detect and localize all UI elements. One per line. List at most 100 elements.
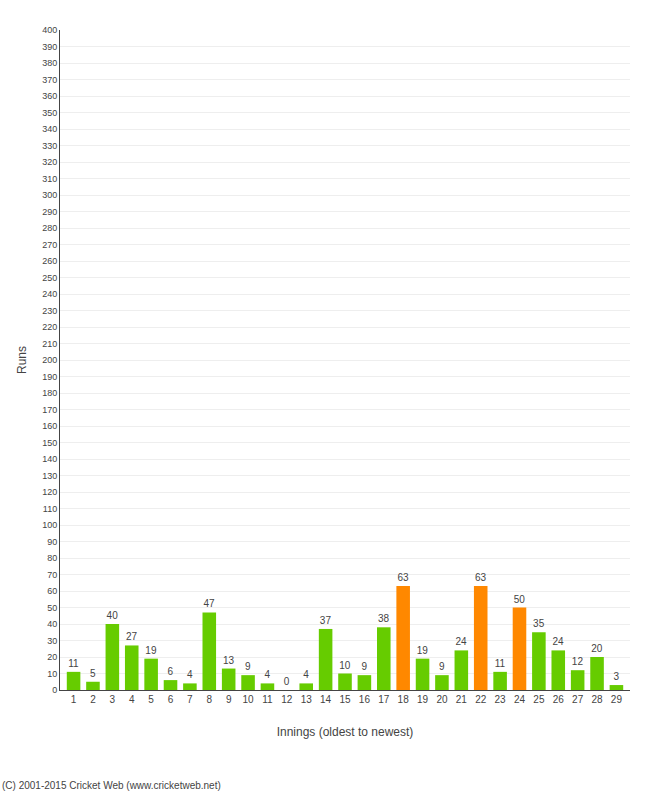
svg-text:130: 130 — [42, 471, 57, 481]
svg-text:0: 0 — [52, 685, 57, 695]
svg-text:27: 27 — [126, 631, 138, 642]
svg-text:3: 3 — [613, 671, 619, 682]
svg-text:(C) 2001-2015 Cricket Web (www: (C) 2001-2015 Cricket Web (www.cricketwe… — [2, 780, 221, 791]
svg-text:15: 15 — [339, 694, 351, 705]
svg-text:170: 170 — [42, 405, 57, 415]
svg-text:350: 350 — [42, 108, 57, 118]
svg-text:270: 270 — [42, 240, 57, 250]
svg-text:190: 190 — [42, 372, 57, 382]
svg-text:21: 21 — [456, 694, 468, 705]
svg-text:390: 390 — [42, 42, 57, 52]
svg-text:110: 110 — [43, 504, 57, 514]
svg-text:11: 11 — [495, 658, 506, 669]
svg-text:60: 60 — [47, 586, 57, 596]
svg-text:320: 320 — [42, 157, 57, 167]
svg-text:50: 50 — [47, 603, 57, 613]
svg-text:40: 40 — [107, 610, 119, 621]
svg-text:200: 200 — [42, 355, 57, 365]
svg-text:150: 150 — [42, 438, 57, 448]
svg-text:12: 12 — [572, 656, 584, 667]
svg-text:240: 240 — [42, 289, 57, 299]
svg-text:340: 340 — [42, 124, 57, 134]
svg-text:70: 70 — [47, 570, 57, 580]
svg-text:22: 22 — [475, 694, 487, 705]
svg-text:18: 18 — [398, 694, 410, 705]
svg-text:13: 13 — [301, 694, 313, 705]
svg-text:28: 28 — [591, 694, 603, 705]
svg-text:27: 27 — [572, 694, 584, 705]
svg-text:180: 180 — [42, 388, 57, 398]
svg-text:16: 16 — [359, 694, 371, 705]
svg-text:40: 40 — [47, 619, 57, 629]
svg-text:380: 380 — [42, 58, 57, 68]
svg-text:24: 24 — [456, 636, 468, 647]
svg-text:63: 63 — [475, 572, 487, 583]
svg-text:10: 10 — [47, 669, 57, 679]
svg-text:300: 300 — [42, 190, 57, 200]
svg-text:20: 20 — [436, 694, 448, 705]
svg-text:100: 100 — [42, 520, 57, 530]
svg-text:90: 90 — [47, 537, 57, 547]
svg-text:6: 6 — [168, 694, 174, 705]
svg-text:280: 280 — [42, 223, 57, 233]
svg-text:25: 25 — [533, 694, 545, 705]
svg-text:19: 19 — [417, 645, 429, 656]
svg-text:Innings (oldest to newest): Innings (oldest to newest) — [277, 725, 414, 739]
svg-text:2: 2 — [90, 694, 96, 705]
svg-text:63: 63 — [397, 572, 409, 583]
svg-text:13: 13 — [223, 655, 235, 666]
svg-text:120: 120 — [42, 487, 57, 497]
svg-text:6: 6 — [168, 666, 174, 677]
svg-text:9: 9 — [245, 661, 251, 672]
svg-text:9: 9 — [439, 661, 445, 672]
svg-text:14: 14 — [320, 694, 332, 705]
svg-text:9: 9 — [226, 694, 232, 705]
svg-text:9: 9 — [361, 661, 367, 672]
svg-text:400: 400 — [42, 25, 57, 35]
svg-text:23: 23 — [495, 694, 507, 705]
svg-text:0: 0 — [284, 676, 290, 687]
svg-text:35: 35 — [533, 618, 545, 629]
svg-text:4: 4 — [187, 669, 193, 680]
svg-text:Runs: Runs — [15, 346, 29, 374]
svg-text:26: 26 — [553, 694, 565, 705]
svg-text:20: 20 — [47, 652, 57, 662]
svg-text:210: 210 — [42, 339, 57, 349]
svg-text:10: 10 — [242, 694, 254, 705]
svg-text:360: 360 — [42, 91, 57, 101]
svg-text:4: 4 — [264, 669, 270, 680]
svg-text:310: 310 — [42, 174, 57, 184]
svg-text:80: 80 — [47, 553, 57, 563]
svg-text:220: 220 — [42, 322, 57, 332]
svg-text:50: 50 — [514, 594, 526, 605]
svg-text:24: 24 — [552, 636, 564, 647]
svg-text:20: 20 — [591, 643, 603, 654]
svg-text:370: 370 — [42, 75, 57, 85]
svg-text:47: 47 — [204, 598, 216, 609]
svg-text:290: 290 — [42, 207, 57, 217]
svg-text:30: 30 — [47, 636, 57, 646]
svg-text:230: 230 — [42, 306, 57, 316]
svg-text:250: 250 — [42, 273, 57, 283]
svg-text:38: 38 — [378, 613, 390, 624]
svg-text:7: 7 — [187, 694, 193, 705]
svg-text:4: 4 — [129, 694, 135, 705]
svg-text:4: 4 — [303, 669, 309, 680]
svg-text:29: 29 — [611, 694, 623, 705]
svg-text:330: 330 — [42, 141, 57, 151]
svg-text:3: 3 — [110, 694, 116, 705]
svg-text:17: 17 — [378, 694, 390, 705]
svg-text:12: 12 — [281, 694, 293, 705]
svg-text:19: 19 — [417, 694, 429, 705]
svg-text:24: 24 — [514, 694, 526, 705]
svg-text:160: 160 — [42, 421, 57, 431]
svg-text:1: 1 — [71, 694, 77, 705]
svg-text:260: 260 — [42, 256, 57, 266]
svg-text:5: 5 — [148, 694, 154, 705]
svg-text:5: 5 — [90, 668, 96, 679]
svg-text:140: 140 — [42, 454, 57, 464]
svg-text:11: 11 — [262, 694, 273, 705]
svg-text:11: 11 — [68, 658, 79, 669]
svg-text:37: 37 — [320, 615, 332, 626]
svg-text:19: 19 — [145, 645, 157, 656]
